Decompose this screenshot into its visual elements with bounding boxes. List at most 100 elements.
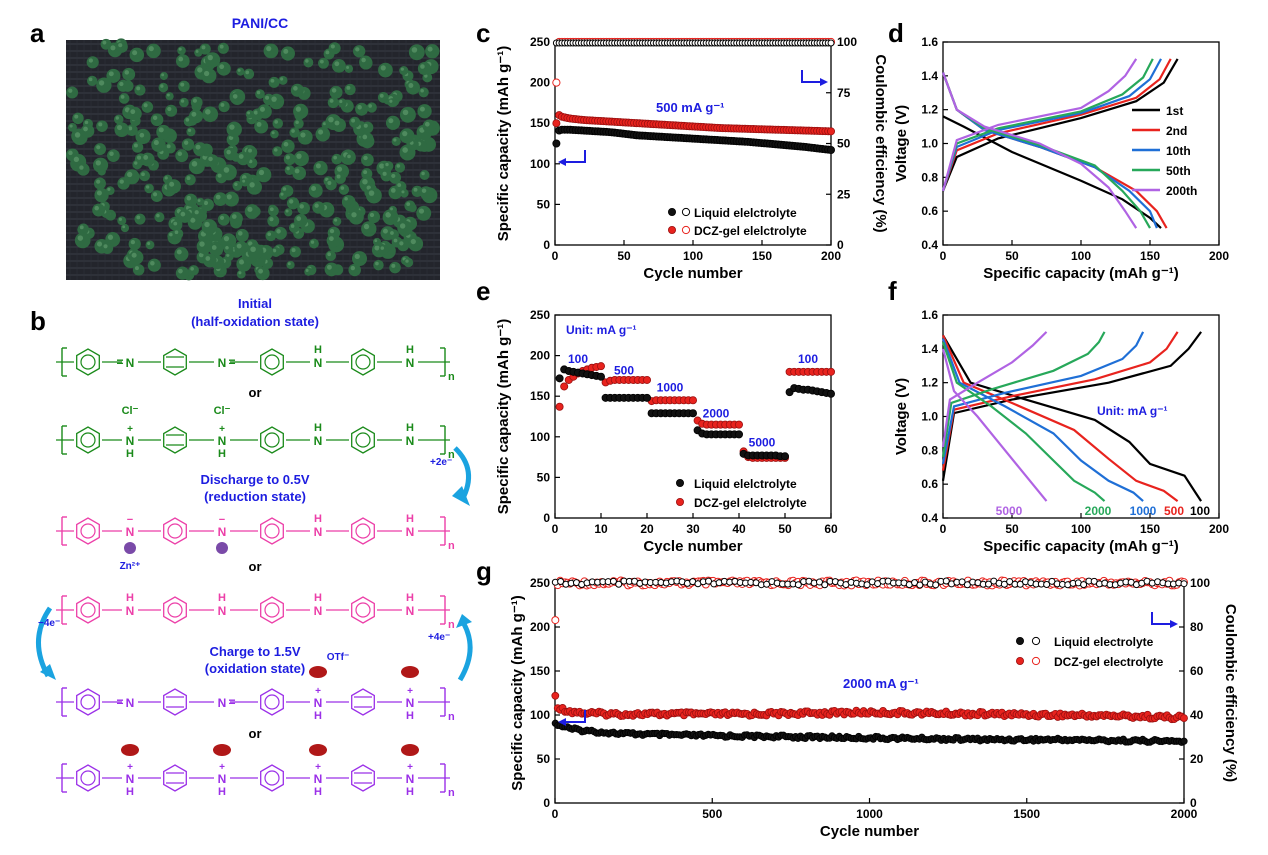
- sphere-highlight: [375, 261, 379, 266]
- sphere-highlight: [187, 128, 192, 132]
- pani-sphere: [134, 84, 146, 96]
- nitrogen: N: [314, 696, 323, 710]
- y-tick-label: 0: [543, 511, 550, 525]
- pani-sphere: [217, 42, 229, 54]
- rate-point-gel: [643, 375, 652, 384]
- x-tick-label: 40: [732, 522, 746, 536]
- pani-sphere: [297, 201, 310, 215]
- x-axis-label: Cycle number: [643, 538, 742, 555]
- efficiency-point-liquid: [821, 581, 829, 589]
- sphere-highlight: [413, 187, 418, 192]
- pani-sphere: [159, 71, 168, 81]
- pani-sphere: [243, 68, 255, 80]
- pani-sphere: [107, 149, 120, 162]
- or-label: or: [249, 726, 262, 741]
- sphere-highlight: [295, 106, 302, 112]
- sphere-highlight: [374, 239, 378, 243]
- sphere-highlight: [191, 111, 197, 117]
- y-tick-label: 0.4: [921, 238, 938, 252]
- pani-sphere: [342, 195, 353, 206]
- pani-sphere: [283, 153, 296, 166]
- sphere-highlight: [96, 179, 101, 184]
- sphere-highlight: [369, 212, 375, 218]
- sphere-highlight: [203, 200, 209, 206]
- pani-sphere: [303, 57, 314, 68]
- benzene-ring: [351, 688, 375, 716]
- hydrogen: H: [406, 592, 414, 604]
- unit-annotation: Unit: mA g⁻¹: [1097, 404, 1168, 418]
- sphere-highlight: [234, 182, 238, 187]
- pani-sphere: [194, 48, 203, 57]
- sphere-highlight: [276, 229, 281, 234]
- sphere-highlight: [347, 154, 351, 159]
- sphere-highlight: [148, 46, 154, 52]
- sphere-highlight: [166, 93, 170, 97]
- pani-sphere: [229, 211, 243, 226]
- rate-point-liquid: [827, 389, 836, 398]
- sphere-highlight: [197, 199, 201, 202]
- x-tick-label: 50: [1005, 522, 1019, 536]
- sphere-highlight: [380, 65, 386, 71]
- sphere-highlight: [118, 43, 123, 48]
- hydrogen: H: [314, 592, 322, 604]
- arrow-head: [558, 718, 566, 726]
- hydrogen: H: [218, 448, 226, 460]
- sphere-highlight: [420, 88, 424, 93]
- pani-sphere: [236, 269, 246, 279]
- sphere-highlight: [68, 150, 73, 156]
- double-bond: =: [116, 355, 123, 369]
- x-tick-label: 0: [940, 249, 947, 263]
- y-tick-label: 150: [530, 664, 550, 678]
- y-tick-label: 1.4: [921, 342, 938, 356]
- legend-marker-liquid: [1031, 636, 1041, 646]
- pani-sphere: [86, 56, 99, 69]
- sphere-highlight: [368, 190, 375, 196]
- capacity-point-liquid: [552, 139, 561, 148]
- legend-label: DCZ-gel electrolyte: [1054, 655, 1164, 669]
- pani-sphere: [66, 86, 79, 99]
- sphere-highlight: [226, 194, 232, 200]
- legend-label: 50th: [1166, 164, 1191, 178]
- legend-label: 200th: [1166, 184, 1197, 198]
- rate-point-gel: [689, 396, 698, 405]
- pani-sphere: [397, 239, 410, 252]
- y2-tick-label: 40: [1190, 708, 1204, 722]
- nitrogen: N: [406, 434, 415, 448]
- pani-sphere: [344, 64, 354, 73]
- pani-sphere: [196, 238, 212, 254]
- hydrogen: H: [406, 344, 414, 356]
- rate-label: 5000: [996, 504, 1023, 518]
- triflate-ion: [309, 666, 327, 678]
- sphere-highlight: [247, 111, 251, 115]
- sphere-highlight: [225, 245, 229, 250]
- x-tick-label: 60: [824, 522, 838, 536]
- efficiency-point-liquid: [827, 39, 835, 47]
- y-tick-label: 200: [530, 620, 550, 634]
- pani-sphere: [144, 183, 154, 194]
- benzene-ring: [76, 426, 100, 454]
- sphere-highlight: [339, 99, 343, 104]
- pani-sphere: [150, 113, 164, 127]
- benzene-ring: [260, 688, 284, 716]
- sphere-highlight: [102, 40, 107, 45]
- sphere-highlight: [336, 174, 341, 179]
- y-tick-label: 200: [530, 76, 550, 90]
- capacity-point-liquid: [1180, 737, 1188, 745]
- triflate-ion: [213, 744, 231, 756]
- pani-sphere: [270, 129, 279, 139]
- legend-marker-liquid: [1016, 637, 1025, 646]
- pani-sphere: [179, 97, 189, 108]
- sphere-highlight: [192, 98, 197, 103]
- sphere-highlight: [258, 169, 265, 176]
- sphere-highlight: [153, 192, 158, 197]
- pani-sphere: [389, 171, 402, 184]
- pani-sphere: [117, 216, 127, 226]
- sphere-highlight: [351, 212, 357, 218]
- y-tick-label: 100: [530, 430, 550, 444]
- sphere-highlight: [180, 82, 185, 87]
- pani-sphere: [297, 129, 313, 145]
- x-tick-label: 200: [1209, 249, 1229, 263]
- pani-sphere: [312, 201, 325, 214]
- pani-sphere: [154, 212, 165, 223]
- sphere-highlight: [256, 90, 261, 95]
